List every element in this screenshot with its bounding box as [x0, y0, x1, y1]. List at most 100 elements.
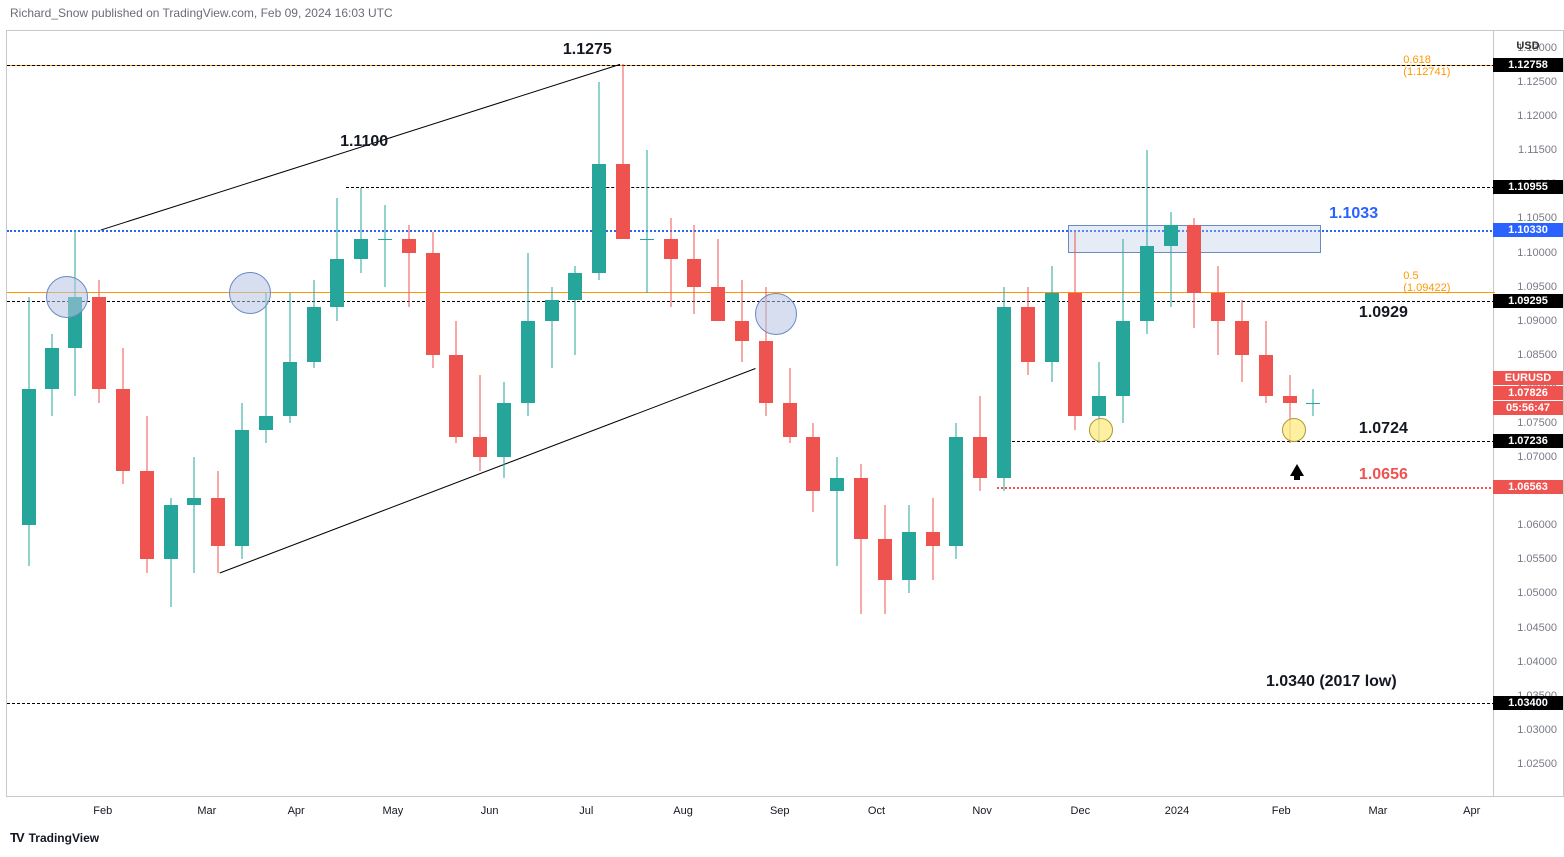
price-annotation: 1.0929 [1359, 304, 1408, 322]
candle-bullish [1116, 239, 1130, 423]
candle-bullish [354, 188, 368, 273]
y-tick: 1.10000 [1517, 247, 1557, 259]
y-axis-badge: 1.10330 [1493, 223, 1563, 237]
candle-bearish [1068, 232, 1082, 430]
candle-bullish [22, 297, 36, 566]
y-axis: 1.130001.125001.120001.115001.110001.105… [1494, 30, 1564, 797]
candle-bearish [806, 423, 820, 512]
price-chart[interactable]: 0.618 (1.12741)0.5 (1.09422)1.12751.1100… [6, 30, 1494, 797]
y-axis-badge: 1.03400 [1493, 696, 1563, 710]
arrow-up-icon [1290, 464, 1304, 476]
candle-bearish [473, 375, 487, 470]
y-tick: 1.12000 [1517, 110, 1557, 122]
candle-bearish [1021, 287, 1035, 376]
candle-bullish [592, 82, 606, 280]
candle-bearish [140, 416, 154, 573]
y-axis-badge: USD [1493, 39, 1563, 53]
x-tick: Jun [481, 805, 499, 817]
candle-bearish [92, 280, 106, 403]
circle-marker [46, 276, 88, 318]
candle-bearish [1235, 300, 1249, 382]
price-annotation: 1.1100 [340, 133, 388, 151]
x-tick: Mar [1368, 805, 1387, 817]
candle-bullish [521, 253, 535, 417]
countdown-badge: 05:56:47 [1493, 401, 1563, 415]
candle-bearish [449, 321, 463, 444]
candle-bullish [378, 205, 392, 287]
y-tick: 1.09500 [1517, 281, 1557, 293]
y-axis-badge: 1.12758 [1493, 58, 1563, 72]
candle-bearish [116, 348, 130, 484]
candle-bearish [878, 505, 892, 614]
y-tick: 1.08500 [1517, 349, 1557, 361]
candle-bearish [854, 464, 868, 614]
candle-bearish [783, 368, 797, 443]
price-annotation: 1.0724 [1359, 420, 1408, 438]
y-tick: 1.06000 [1517, 519, 1557, 531]
x-tick: May [382, 805, 403, 817]
candle-bearish [973, 396, 987, 491]
candle-bearish [687, 225, 701, 314]
y-tick: 1.02500 [1517, 758, 1557, 770]
candle-bearish [1259, 321, 1273, 403]
price-annotation: 1.1033 [1329, 205, 1378, 223]
circle-marker [1089, 418, 1113, 442]
candle-bullish [640, 150, 654, 293]
y-tick: 1.05500 [1517, 553, 1557, 565]
candle-bullish [187, 457, 201, 573]
candle-bearish [664, 218, 678, 307]
x-tick: Mar [197, 805, 216, 817]
y-tick: 1.05000 [1517, 587, 1557, 599]
candle-bullish [1045, 266, 1059, 382]
y-tick: 1.12500 [1517, 76, 1557, 88]
candle-bullish [164, 498, 178, 607]
x-tick: Nov [972, 805, 992, 817]
candle-bullish [997, 287, 1011, 492]
candle-bullish [497, 382, 511, 477]
candle-bullish [1306, 389, 1320, 416]
y-axis-badge: 1.06563 [1493, 480, 1563, 494]
price-annotation: 1.1275 [563, 41, 612, 59]
x-tick: Jul [579, 805, 593, 817]
candle-bullish [568, 266, 582, 355]
candle-bearish [616, 64, 630, 239]
candle-bearish [211, 471, 225, 573]
candle-bullish [1140, 150, 1154, 334]
candle-bullish [259, 293, 273, 443]
x-tick: Apr [288, 805, 305, 817]
y-tick: 1.11500 [1518, 144, 1557, 156]
y-axis-badge: 1.07236 [1493, 434, 1563, 448]
circle-marker [1282, 418, 1306, 442]
y-tick: 1.09000 [1517, 315, 1557, 327]
candle-bearish [402, 225, 416, 307]
candle-bearish [735, 280, 749, 362]
tradingview-attribution: TradingView [10, 830, 99, 845]
candle-bullish [235, 403, 249, 560]
candle-bullish [1164, 212, 1178, 307]
y-tick: 1.04000 [1517, 656, 1557, 668]
candle-bullish [45, 334, 59, 416]
publish-byline: Richard_Snow published on TradingView.co… [10, 6, 393, 20]
x-axis: FebMarAprMayJunJulAugSepOctNovDec2024Feb… [6, 797, 1494, 817]
candle-bearish [1187, 218, 1201, 327]
x-tick: Apr [1463, 805, 1480, 817]
last-price-badge: 1.07826 [1493, 386, 1563, 400]
candle-bullish [283, 293, 297, 423]
x-tick: Oct [868, 805, 885, 817]
candle-bullish [949, 423, 963, 559]
candle-bullish [830, 457, 844, 566]
candle-bearish [1211, 266, 1225, 355]
candle-bearish [711, 239, 725, 321]
y-axis-badge: 1.09295 [1493, 294, 1563, 308]
price-annotation: 1.0656 [1359, 466, 1408, 484]
y-tick: 1.04500 [1517, 622, 1557, 634]
circle-marker [229, 272, 271, 314]
x-tick: Feb [93, 805, 112, 817]
x-tick: Feb [1272, 805, 1291, 817]
y-tick: 1.03000 [1517, 724, 1557, 736]
symbol-badge: EURUSD [1493, 371, 1563, 385]
candle-bullish [330, 198, 344, 321]
candle-bearish [926, 498, 940, 580]
candle-bullish [902, 505, 916, 594]
x-tick: Aug [673, 805, 693, 817]
